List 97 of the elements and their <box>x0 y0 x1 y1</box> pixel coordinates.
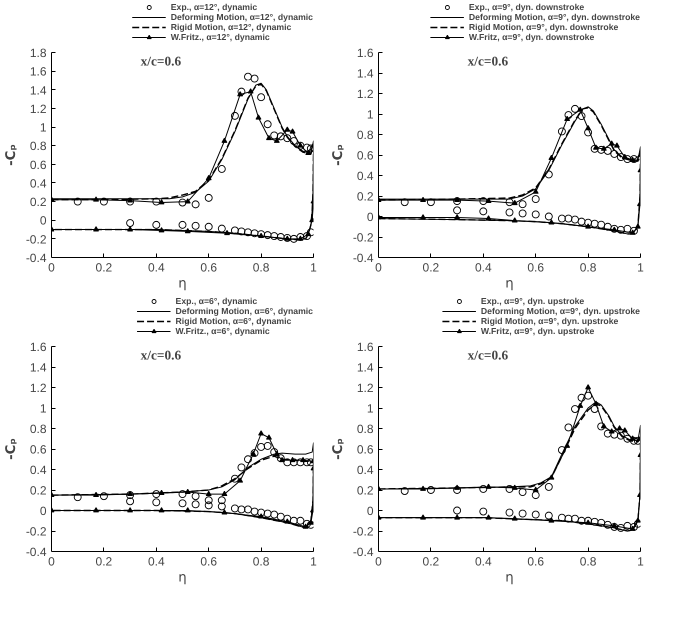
y-axis-title: -Cₚ <box>4 144 19 166</box>
x-tick-label: 0.4 <box>474 260 492 274</box>
legend-label: Exp., α=9°, dyn. upstroke <box>480 296 584 306</box>
x-tick-label: 0.4 <box>474 554 492 568</box>
x-axis-title: η <box>505 570 514 586</box>
y-tick-label: 0 <box>366 210 374 224</box>
y-tick-label: 1 <box>366 402 374 416</box>
x-tick-label: 0 <box>48 260 56 274</box>
y-axis-title: -Cₚ <box>4 438 19 460</box>
y-tick-label: 0.6 <box>30 442 47 456</box>
y-tick-label: 0.2 <box>30 484 47 498</box>
x-tick-label: 0 <box>375 554 382 568</box>
x-tick-label: 0.6 <box>527 260 544 274</box>
y-tick-label: -0.4 <box>352 251 374 265</box>
y-tick-label: 1.8 <box>30 46 47 60</box>
x-axis-title: η <box>505 276 514 292</box>
x-tick-label: 0.4 <box>148 554 165 568</box>
x-tick-label: 0.6 <box>200 260 218 274</box>
y-tick-label: 0.6 <box>356 148 374 162</box>
y-tick-label: 0 <box>40 504 47 518</box>
y-tick-label: 0.4 <box>356 463 374 477</box>
y-tick-label: 1.6 <box>356 340 374 354</box>
y-tick-label: 1.6 <box>30 64 47 79</box>
legend-label: W.Fritz, α=9°, dyn. downstroke <box>468 32 594 42</box>
legend-label: Rigid Motion, α=12°, dynamic <box>170 22 292 32</box>
legend-label: W.Fritz., α=12°, dynamic <box>170 32 270 42</box>
legend-label: W.Fritz., α=6°, dynamic <box>176 326 270 336</box>
legend-label: Deforming Motion, α=12°, dynamic <box>170 12 313 22</box>
y-tick-label: 1 <box>40 402 47 416</box>
y-tick-label: 0.4 <box>356 169 374 183</box>
legend-label: Exp., α=6°, dynamic <box>176 296 258 306</box>
y-tick-label: 1.2 <box>356 87 374 101</box>
legend-label: W.Fritz, α=9°, dyn. upstroke <box>480 326 594 336</box>
x-tick-label: 0.4 <box>148 260 165 274</box>
y-tick-label: -0.4 <box>352 545 374 559</box>
x-tick-label: 1 <box>310 554 318 568</box>
y-tick-label: 0.6 <box>356 442 374 456</box>
x-axis-title: η <box>178 276 187 292</box>
legend-label: Rigid Motion, α=6°, dynamic <box>176 316 292 326</box>
legend-label: Rigid Motion, α=9°, dyn. downstroke <box>468 22 618 32</box>
x-tick-label: 0.6 <box>527 554 544 568</box>
x-tick-label: 0.6 <box>200 554 218 568</box>
x-tick-label: 0.2 <box>96 554 113 568</box>
y-tick-label: 0.8 <box>30 139 47 154</box>
y-tick-label: -0.2 <box>26 524 47 538</box>
y-tick-label: -0.2 <box>352 524 374 538</box>
x-tick-label: 0.8 <box>252 260 270 274</box>
y-tick-label: 0 <box>366 504 374 518</box>
y-tick-label: 1.4 <box>30 360 47 374</box>
x-tick-label: 0.8 <box>580 554 597 568</box>
y-tick-label: 0.2 <box>356 190 374 204</box>
chart-title: x/c=0.6 <box>468 54 508 68</box>
y-axis-title: -Cₚ <box>330 438 346 460</box>
y-tick-label: 1.4 <box>356 66 374 80</box>
y-tick-label: 1.2 <box>30 102 47 116</box>
y-tick-label: 1.2 <box>30 381 47 395</box>
y-tick-label: -0.2 <box>26 232 47 246</box>
y-axis-title: -Cₚ <box>330 144 346 166</box>
legend-label: Exp., α=12°, dynamic <box>170 2 258 12</box>
chart-title: x/c=0.6 <box>140 348 182 362</box>
y-tick-label: -0.4 <box>26 251 47 265</box>
y-tick-label: 0.6 <box>30 158 47 172</box>
legend-label: Deforming Motion, α=6°, dynamic <box>176 306 313 316</box>
y-tick-label: -0.2 <box>352 230 374 244</box>
x-tick-label: 1 <box>310 260 318 274</box>
y-tick-label: 0.2 <box>30 195 47 210</box>
chart-title: x/c=0.6 <box>140 54 182 68</box>
y-tick-label: 0 <box>40 214 47 228</box>
y-tick-label: 0.4 <box>30 463 47 477</box>
x-tick-label: 1 <box>637 554 644 568</box>
y-tick-label: 0.8 <box>356 128 374 142</box>
legend-label: Deforming Motion, α=9°, dyn. upstroke <box>480 306 640 316</box>
y-tick-label: -0.4 <box>26 545 47 559</box>
x-tick-label: 0 <box>375 260 382 274</box>
y-tick-label: 1.4 <box>30 83 47 98</box>
x-tick-label: 0.8 <box>252 554 270 568</box>
x-axis-title: η <box>178 570 187 586</box>
x-tick-label: 0.8 <box>580 260 597 274</box>
y-tick-label: 0.2 <box>356 484 374 498</box>
y-tick-label: 1.6 <box>30 340 47 354</box>
x-tick-label: 0 <box>48 554 56 568</box>
x-tick-label: 0.2 <box>96 260 113 274</box>
x-tick-label: 1 <box>637 260 644 274</box>
legend-label: Rigid Motion, α=9°, dyn. upstroke <box>480 316 618 326</box>
x-tick-label: 0.2 <box>422 554 440 568</box>
legend-label: Deforming Motion, α=9°, dyn. downstroke <box>468 12 640 22</box>
y-tick-label: 0.8 <box>356 422 374 436</box>
y-tick-label: 1.2 <box>356 381 374 395</box>
y-tick-label: 1.6 <box>356 46 374 60</box>
y-tick-label: 1 <box>366 108 374 122</box>
chart-title: x/c=0.6 <box>468 348 508 362</box>
y-tick-label: 0.8 <box>30 422 47 436</box>
y-tick-label: 1.4 <box>356 360 374 374</box>
legend-label: Exp., α=9°, dyn. downstroke <box>468 2 584 12</box>
y-tick-label: 1 <box>40 120 47 135</box>
y-tick-label: 0.4 <box>30 176 47 190</box>
x-tick-label: 0.2 <box>422 260 440 274</box>
